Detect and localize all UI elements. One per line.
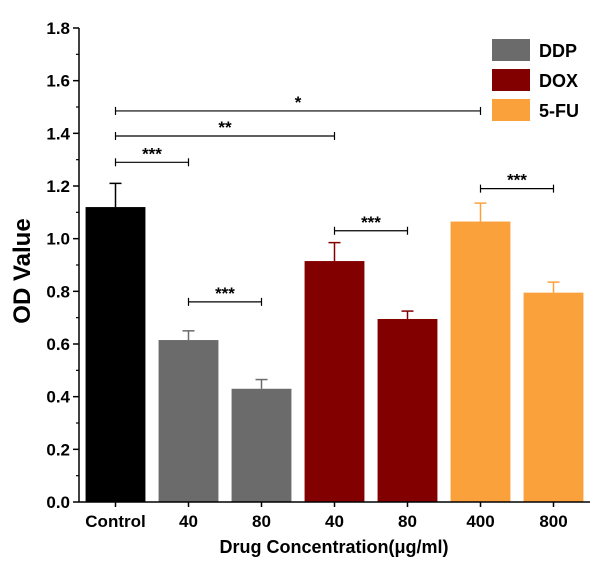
bar-1: [158, 340, 219, 502]
y-tick-label-9: 1.8: [46, 19, 70, 38]
y-tick-label-0: 0.0: [46, 493, 70, 512]
y-tick-label-3: 0.6: [46, 335, 70, 354]
legend-label-0: DDP: [539, 41, 577, 61]
sig-label-2: ***: [142, 144, 162, 163]
y-tick-label-4: 0.8: [46, 282, 70, 301]
x-axis-label: Drug Concentration(μg/ml): [220, 537, 449, 557]
x-tick-label-0: Control: [85, 512, 145, 531]
legend-label-1: DOX: [539, 71, 578, 91]
y-axis-label: OD Value: [9, 218, 36, 323]
y-tick-label-2: 0.4: [46, 388, 70, 407]
x-tick-label-6: 800: [539, 512, 567, 531]
y-tick-label-6: 1.2: [46, 177, 70, 196]
sig-label-4: ***: [361, 213, 381, 232]
x-tick-label-1: 40: [179, 512, 198, 531]
sig-label-5: ***: [507, 171, 527, 190]
legend-swatch-1: [492, 69, 530, 91]
bar-5: [450, 221, 511, 503]
y-tick-label-5: 1.0: [46, 230, 70, 249]
x-tick-label-4: 80: [398, 512, 417, 531]
sig-label-1: **: [218, 118, 232, 137]
legend-label-2: 5-FU: [539, 101, 579, 121]
sig-label-3: ***: [215, 284, 235, 303]
x-tick-label-5: 400: [466, 512, 494, 531]
legend: DDP DOX 5-FU: [492, 39, 579, 121]
legend-swatch-2: [492, 99, 530, 121]
sig-label-0: *: [295, 93, 302, 112]
y-tick-label-8: 1.6: [46, 72, 70, 91]
y-tick-label-1: 0.2: [46, 440, 70, 459]
y-tick-label-7: 1.4: [46, 124, 70, 143]
bar-2: [231, 388, 292, 502]
bar-0: [85, 207, 146, 503]
bar-3: [304, 261, 365, 502]
bar-4: [377, 318, 438, 502]
x-tick-label-2: 80: [252, 512, 271, 531]
x-tick-label-3: 40: [325, 512, 344, 531]
bar-6: [523, 292, 584, 502]
legend-swatch-0: [492, 39, 530, 61]
